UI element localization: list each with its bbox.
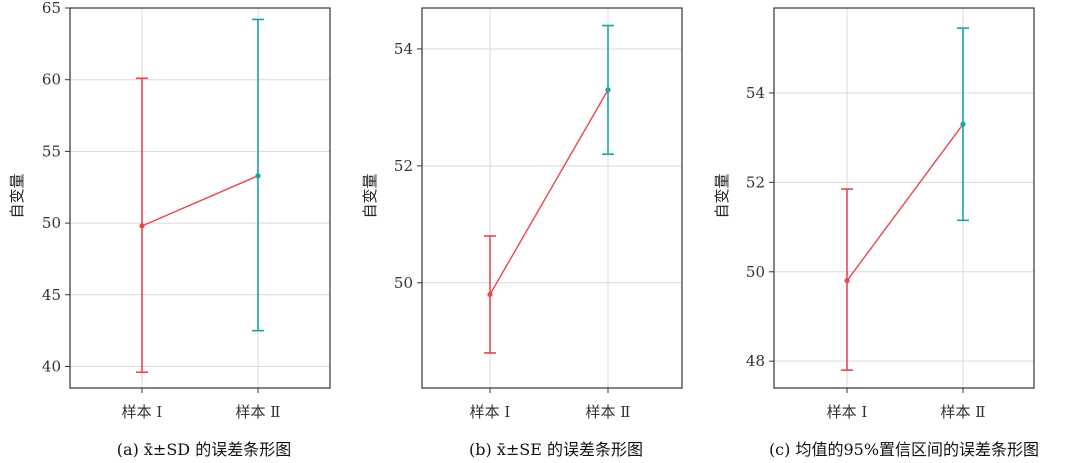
mean-point — [255, 173, 261, 179]
y-tick-label: 54 — [394, 40, 413, 58]
y-tick-label: 50 — [42, 214, 61, 232]
y-tick-label: 65 — [42, 0, 61, 17]
y-tick-label: 60 — [42, 71, 61, 89]
x-tick-label: 样本 Ⅰ — [470, 403, 511, 421]
y-tick-label: 50 — [746, 263, 765, 281]
mean-point — [487, 291, 493, 298]
plot-1: 50 52 54 样本 Ⅰ 样本 Ⅱ — [394, 7, 683, 421]
mean-connector-line — [141, 175, 259, 227]
y-tick-label: 52 — [746, 173, 765, 191]
y-tick-label: 50 — [394, 274, 413, 292]
y-tick-label: 55 — [42, 142, 61, 160]
mean-point — [139, 223, 145, 229]
panel-c-ylabel: 自变量 — [713, 173, 731, 218]
y-tick-label: 45 — [42, 286, 61, 304]
y-tick-label: 54 — [746, 84, 765, 102]
panel-a: 自变量 (a) x̄±SD 的误差条形图 — [8, 173, 291, 459]
x-tick-label: 样本 Ⅱ — [586, 403, 631, 421]
mean-point — [844, 278, 850, 284]
x-tick-label: 样本 Ⅱ — [941, 403, 986, 421]
mean-connector-line — [846, 123, 964, 282]
panel-a-ylabel: 自变量 — [8, 173, 26, 218]
y-tick-label: 40 — [42, 357, 61, 375]
panel-c-caption: (c) 均值的95%置信区间的误差条形图 — [769, 440, 1039, 459]
plot-frame — [421, 7, 683, 389]
panel-c: 自变量 (c) 均值的95%置信区间的误差条形图 — [713, 173, 1039, 459]
mean-point — [605, 87, 611, 93]
y-tick-label: 52 — [394, 157, 413, 175]
plot-frame — [773, 7, 1035, 389]
y-tick-label: 48 — [746, 352, 765, 370]
x-tick-label: 样本 Ⅰ — [122, 403, 163, 421]
panel-a-caption: (a) x̄±SD 的误差条形图 — [117, 440, 291, 459]
mean-connector-line — [489, 89, 609, 295]
plot-0: 40 45 50 55 60 65 样本 Ⅰ 样本 Ⅱ — [42, 0, 331, 421]
x-tick-label: 样本 Ⅱ — [236, 403, 281, 421]
panel-b: 自变量 (b) x̄±SE 的误差条形图 — [361, 173, 643, 459]
panel-b-caption: (b) x̄±SE 的误差条形图 — [469, 440, 643, 459]
mean-point — [960, 121, 966, 127]
plot-2: 48 50 52 54 样本 Ⅰ 样本 Ⅱ — [746, 7, 1035, 421]
plot-frame — [69, 7, 331, 389]
panel-b-ylabel: 自变量 — [361, 173, 379, 218]
x-tick-label: 样本 Ⅰ — [827, 403, 868, 421]
